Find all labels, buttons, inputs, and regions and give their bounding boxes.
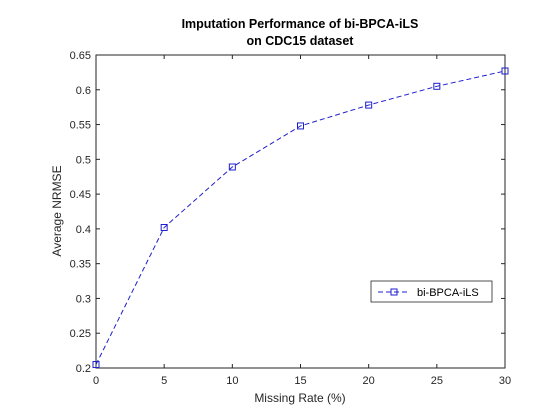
y-tick-label: 0.45 bbox=[70, 189, 91, 201]
series-line bbox=[95, 70, 506, 365]
data-point bbox=[365, 101, 373, 109]
y-tick-label: 0.4 bbox=[76, 224, 91, 236]
x-tick-label: 20 bbox=[363, 375, 375, 387]
legend: bi-BPCA-iLS bbox=[370, 280, 493, 303]
chart-title-line-1: Imputation Performance of bi-BPCA-iLS bbox=[182, 17, 419, 31]
y-tick-label: 0.5 bbox=[76, 154, 91, 166]
x-axis-label: Missing Rate (%) bbox=[254, 391, 345, 405]
data-point bbox=[160, 223, 168, 231]
y-tick-label: 0.35 bbox=[70, 259, 91, 271]
data-point bbox=[297, 122, 304, 130]
y-tick-label: 0.6 bbox=[76, 85, 91, 97]
legend-marker bbox=[390, 288, 398, 296]
y-tick-label: 0.25 bbox=[70, 328, 91, 340]
y-tick-label: 0.65 bbox=[70, 50, 91, 62]
y-tick-label: 0.2 bbox=[76, 363, 91, 375]
legend-label: bi-BPCA-iLS bbox=[417, 287, 479, 299]
legend-box bbox=[370, 280, 493, 303]
data-point bbox=[501, 67, 509, 75]
y-axis: 0.2 0.25 0.3 0.35 0.4 0.45 0.5 0.55 0.6 0.65 bbox=[70, 50, 505, 375]
y-tick-label: 0.3 bbox=[76, 293, 91, 305]
x-tick-label: 0 bbox=[93, 375, 99, 387]
data-point bbox=[433, 82, 441, 90]
x-tick-label: 25 bbox=[431, 375, 443, 387]
x-tick-label: 30 bbox=[499, 375, 511, 387]
x-tick-label: 5 bbox=[161, 375, 167, 387]
x-tick-label: 10 bbox=[226, 375, 238, 387]
y-tick-label: 0.55 bbox=[70, 120, 91, 132]
plot-area bbox=[95, 54, 506, 369]
x-tick-label: 15 bbox=[294, 375, 306, 387]
x-axis: 0 5 10 15 20 25 30 bbox=[93, 55, 511, 387]
data-point bbox=[228, 163, 236, 171]
y-axis-label: Average NRMSE bbox=[50, 165, 64, 256]
data-point bbox=[92, 361, 100, 369]
chart-title-line-2: on CDC15 dataset bbox=[247, 34, 355, 48]
series-layer bbox=[92, 67, 509, 369]
